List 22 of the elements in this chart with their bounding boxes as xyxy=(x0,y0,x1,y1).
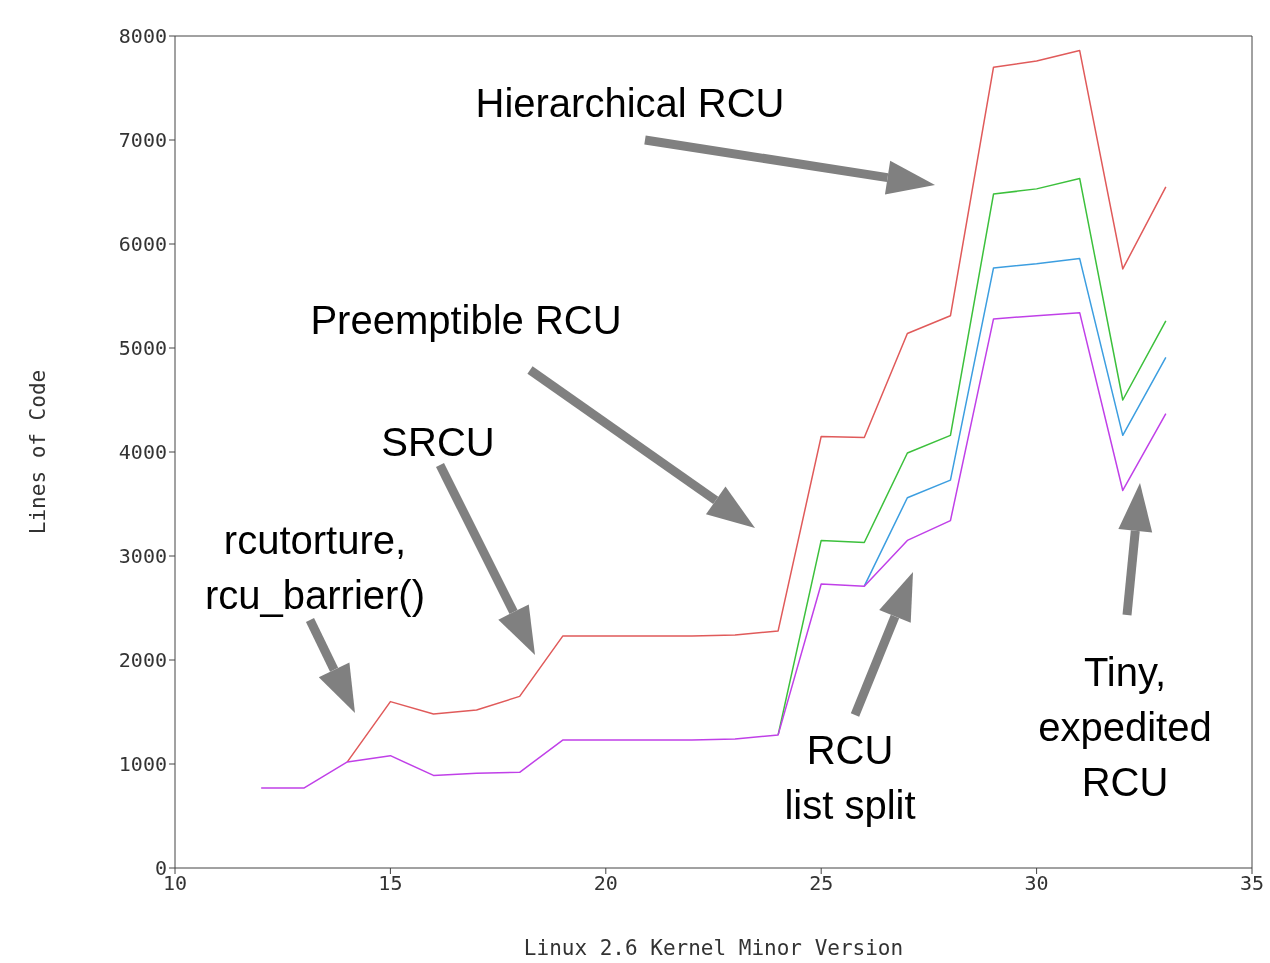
y-tick-label: 1000 xyxy=(118,752,167,777)
annotation: Preemptible RCU xyxy=(310,298,622,342)
x-axis-title: Linux 2.6 Kernel Minor Version xyxy=(523,936,904,960)
annotation: Hierarchical RCU xyxy=(475,81,785,125)
annotation: SRCU xyxy=(381,420,495,464)
y-tick-label: 3000 xyxy=(118,544,167,569)
x-tick-label: 20 xyxy=(593,871,618,896)
x-tick-label: 30 xyxy=(1024,871,1049,896)
y-tick-label: 5000 xyxy=(118,336,167,361)
annotation: RCU list split xyxy=(784,728,916,827)
line-series xyxy=(863,257,1167,587)
y-tick-label: 7000 xyxy=(118,128,167,153)
y-tick-label: 2000 xyxy=(118,648,167,673)
y-tick-label: 4000 xyxy=(118,440,167,465)
y-axis-title: Lines of Code xyxy=(26,369,51,535)
y-tick-label: 6000 xyxy=(118,232,167,257)
y-tick-label: 8000 xyxy=(118,24,167,49)
x-tick-label: 15 xyxy=(378,871,403,896)
annotation: rcutorture, rcu_barrier() xyxy=(204,518,426,617)
annotation: Tiny, expedited RCU xyxy=(1038,650,1212,804)
x-tick-label: 25 xyxy=(809,871,834,896)
x-tick-label: 35 xyxy=(1239,871,1265,896)
